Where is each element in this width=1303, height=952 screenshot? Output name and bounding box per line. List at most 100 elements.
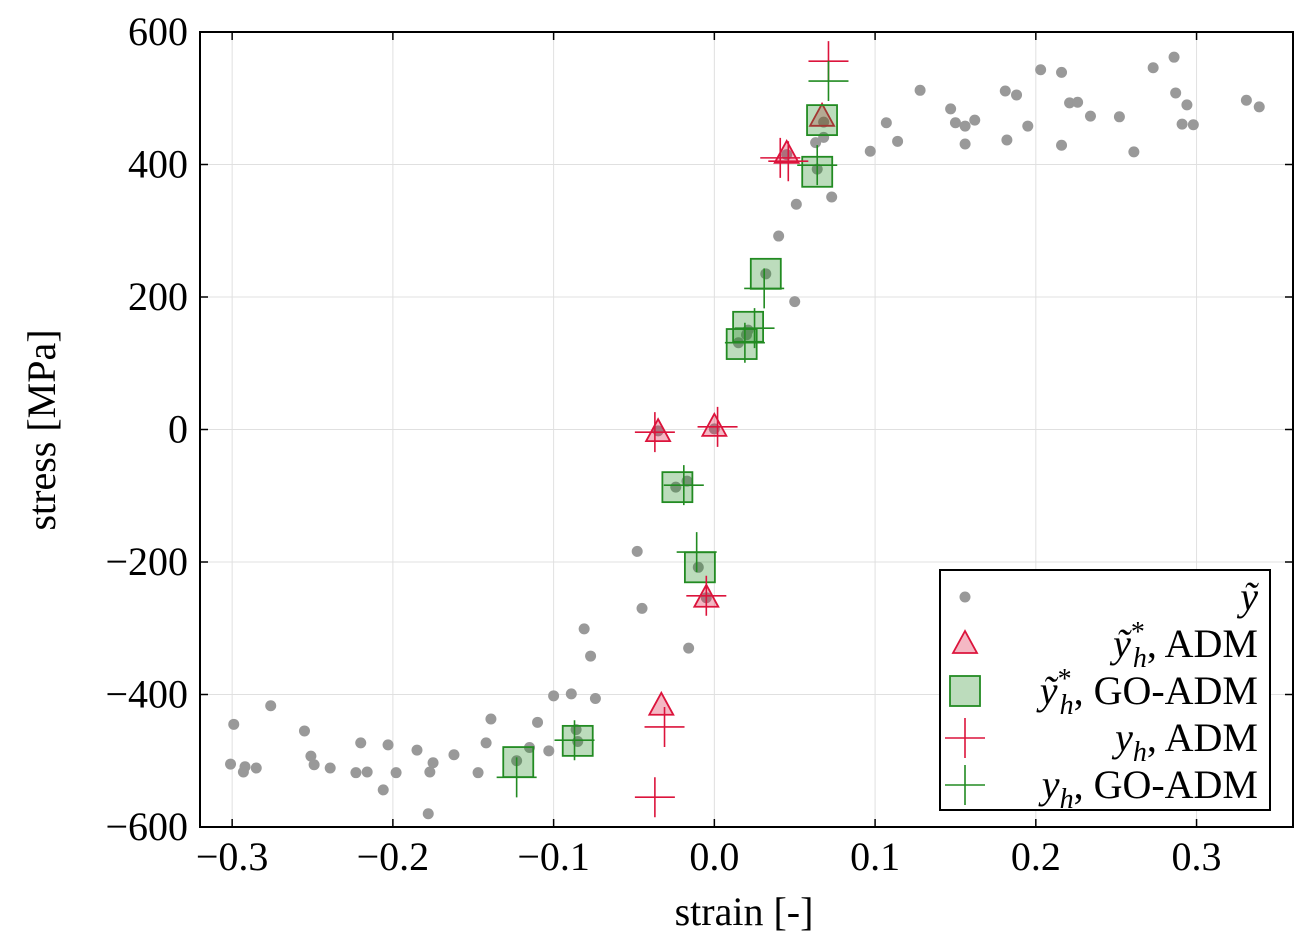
legend-symbol: y: [1038, 762, 1060, 807]
data-point: [578, 623, 590, 635]
legend-marker: [949, 675, 981, 707]
data-point: [768, 141, 809, 182]
ticks: −0.3 −0.2 −0.1 0.0 0.1 0.2 0.3 −600 −400 −200 0 200…: [105, 9, 1293, 879]
data-point: [826, 191, 838, 203]
legend-entry: yh, GO-ADM: [1038, 762, 1258, 815]
data-point: [250, 762, 262, 774]
data-point: [543, 745, 555, 757]
data-point: [239, 761, 251, 773]
data-point: [806, 104, 838, 137]
data-point: [700, 411, 728, 437]
legend-text: , GO-ADM: [1074, 762, 1258, 807]
data-point: [1113, 111, 1125, 123]
data-point: [424, 766, 436, 778]
data-point: [631, 545, 643, 557]
data-point: [914, 84, 926, 96]
data-point: [1072, 96, 1084, 108]
data-point: [634, 777, 675, 818]
y-tick-label: 0: [168, 407, 188, 452]
data-point: [377, 784, 389, 796]
data-point: [959, 138, 971, 150]
data-point: [1181, 99, 1193, 111]
data-point: [647, 690, 675, 716]
legend-subscript: h: [1060, 690, 1074, 721]
data-point: [1147, 62, 1159, 74]
data-point: [565, 688, 577, 700]
data-point: [683, 551, 716, 584]
data-point: [773, 139, 801, 164]
legend-marker: [945, 765, 985, 805]
data-point: [485, 713, 497, 725]
data-point: [949, 117, 961, 129]
data-point: [892, 135, 904, 147]
x-tick-label: 0.3: [1172, 834, 1222, 879]
x-axis-label: strain [-]: [675, 889, 814, 934]
legend-symbol: ỹ: [1236, 574, 1259, 619]
legend-text: , GO-ADM: [1074, 668, 1258, 713]
data-point: [1240, 94, 1252, 106]
data-point: [749, 257, 782, 290]
data-point: [589, 692, 601, 704]
y-tick-label: 200: [128, 274, 188, 319]
data-point: [1022, 120, 1034, 132]
data-point: [1035, 64, 1047, 76]
legend-box: [939, 569, 1271, 811]
data-point: [480, 737, 492, 749]
data-point: [502, 746, 535, 778]
data-point: [760, 137, 801, 178]
legend-marker: [951, 629, 979, 654]
y-tick-label: −200: [105, 539, 188, 584]
x-tick-label: 0.2: [1011, 834, 1061, 879]
data-point: [1176, 118, 1188, 130]
data-point: [789, 296, 801, 308]
data-point: [636, 602, 648, 614]
legend-subscript: h: [1133, 737, 1147, 768]
y-tick-label: −600: [105, 804, 188, 849]
y-tick-label: −400: [105, 672, 188, 717]
data-point: [308, 759, 320, 771]
data-point: [448, 749, 460, 761]
data-point: [532, 716, 544, 728]
data-point: [969, 114, 981, 126]
data-point: [644, 417, 672, 443]
data-point: [676, 532, 717, 573]
legend-marker: [945, 718, 985, 758]
data-point: [265, 700, 277, 712]
x-tick-label: 0.0: [689, 834, 739, 879]
data-point: [808, 101, 836, 127]
legend-subscript: h: [1060, 784, 1074, 815]
data-point: [744, 268, 785, 309]
data-point: [945, 103, 957, 115]
data-point: [864, 145, 876, 157]
data-point: [548, 690, 560, 702]
data-point: [554, 720, 595, 761]
data-point: [808, 61, 849, 102]
data-point: [496, 757, 537, 798]
series-1: [644, 101, 836, 716]
data-point: [725, 328, 758, 360]
legend-symbol: ỹ: [1109, 621, 1132, 666]
series-4: [496, 61, 849, 798]
data-point: [1128, 146, 1140, 158]
legend-symbol: y: [1111, 715, 1133, 760]
series-0: [225, 51, 1265, 820]
data-point: [298, 725, 310, 737]
y-tick-label: 400: [128, 142, 188, 187]
data-point: [382, 739, 394, 751]
legend-entry: ỹ: [1236, 574, 1259, 619]
data-point: [228, 718, 240, 730]
data-point: [1084, 110, 1096, 122]
data-point: [697, 406, 738, 447]
data-marks: [225, 41, 1265, 820]
data-point: [1056, 66, 1068, 78]
series-3: [634, 41, 849, 818]
data-point: [810, 137, 822, 149]
data-point: [1253, 101, 1265, 113]
data-point: [324, 762, 336, 774]
data-point: [570, 724, 582, 736]
legend-subscript: h: [1133, 643, 1147, 674]
x-tick-label: −0.2: [357, 834, 430, 879]
x-tick-label: 0.1: [850, 834, 900, 879]
legend-text: , ADM: [1147, 715, 1258, 760]
